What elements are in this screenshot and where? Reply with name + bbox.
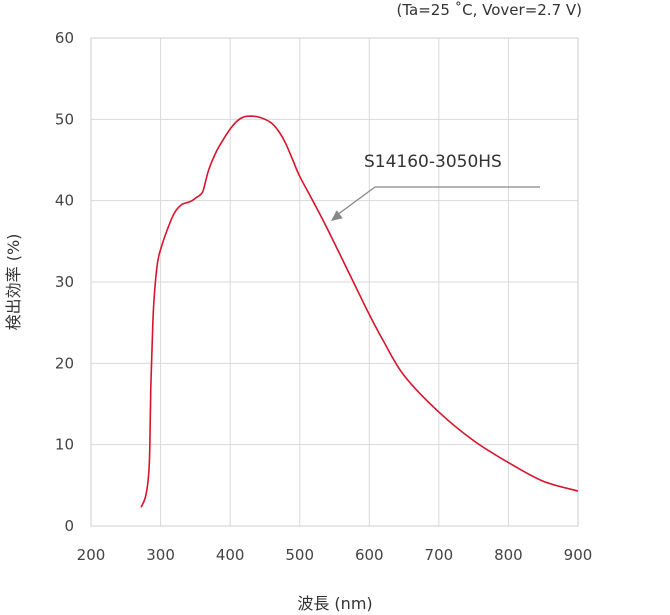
x-axis-title: 波長 (nm) (297, 594, 372, 613)
grid (90, 37, 579, 527)
x-tick-label: 300 (146, 546, 175, 564)
y-tick-label: 60 (55, 29, 74, 47)
series-annotation: S14160-3050HS (331, 152, 540, 221)
y-axis-title: 検出効率 (%) (4, 234, 23, 331)
y-tick-label: 10 (55, 436, 74, 454)
x-tick-label: 600 (355, 546, 384, 564)
y-tick-label: 0 (64, 517, 74, 535)
measurement-conditions: (Ta=25 ˚C, Vover=2.7 V) (396, 1, 582, 19)
annotation-label: S14160-3050HS (364, 152, 502, 172)
x-tick-label: 200 (77, 546, 106, 564)
x-tick-label: 700 (425, 546, 454, 564)
y-tick-label: 40 (55, 192, 74, 210)
y-tick-label: 20 (55, 354, 74, 372)
y-tick-label: 50 (55, 110, 74, 128)
x-tick-label: 400 (216, 546, 245, 564)
x-tick-label: 500 (285, 546, 314, 564)
x-tick-label: 800 (494, 546, 523, 564)
annotation-arrowhead (331, 210, 343, 221)
series-line-s14160-3050hs (140, 115, 579, 508)
y-tick-label: 30 (55, 273, 74, 291)
annotation-leader-line (336, 186, 540, 216)
x-tick-label: 900 (564, 546, 593, 564)
tick-labels: 200 300 400 500 600 700 800 900 0 10 20 30 40 50 60 (55, 29, 592, 564)
plot-area-frame (90, 37, 579, 527)
